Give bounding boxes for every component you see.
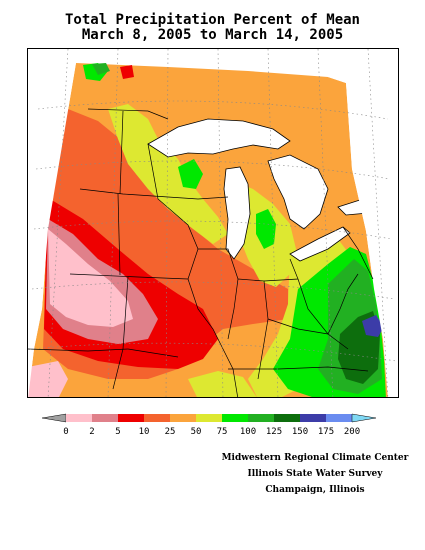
legend-swatch — [326, 414, 352, 422]
map-title-line-2: March 8, 2005 to March 14, 2005 — [81, 27, 344, 43]
legend-swatch — [196, 414, 222, 422]
precipitation-map-canvas — [28, 49, 398, 397]
credit-line-2: Illinois State Water Survey — [247, 469, 383, 479]
lake-superior — [147, 118, 291, 158]
blue-zone — [362, 315, 384, 337]
yellow-zone-south — [188, 371, 257, 397]
legend-swatch — [92, 414, 118, 422]
legend-swatch — [170, 414, 196, 422]
yellow-zone-north — [108, 104, 228, 244]
state-boundaries — [28, 108, 374, 397]
legend-tick-label: 75 — [217, 427, 228, 437]
legend-arrow-below — [41, 413, 67, 423]
legend-swatch — [222, 414, 248, 422]
legend-swatch — [144, 414, 170, 422]
credit-line-3: Champaign, Illinois — [265, 485, 365, 495]
lake-michigan — [223, 166, 251, 260]
credit-line-1: Midwestern Regional Climate Center — [221, 453, 409, 463]
red-patch-north — [120, 65, 134, 79]
legend-tick-label: 2 — [89, 427, 94, 437]
lat-lon-grid — [29, 49, 397, 397]
medium-green-zone-top — [92, 63, 110, 75]
map-title-line-1: Total Precipitation Percent of Mean — [64, 12, 360, 28]
color-legend: 0 2 5 10 25 50 75 100 125 150 175 200 — [41, 413, 377, 437]
legend-swatch — [118, 414, 144, 422]
precipitation-map — [27, 48, 399, 398]
legend-arrow-above — [351, 413, 377, 423]
legend-tick-label: 150 — [292, 427, 308, 437]
legend-swatches — [41, 413, 377, 423]
legend-swatch — [300, 414, 326, 422]
lake-erie — [289, 226, 351, 262]
pink-zone-sw — [28, 361, 68, 397]
legend-swatch — [248, 414, 274, 422]
legend-tick-label: 50 — [191, 427, 202, 437]
lake-huron — [267, 154, 329, 230]
legend-tick-label: 125 — [266, 427, 282, 437]
legend-tick-label: 175 — [318, 427, 334, 437]
legend-tick-label: 5 — [115, 427, 120, 437]
pink-zone — [48, 229, 133, 327]
legend-tick-label: 100 — [240, 427, 256, 437]
green-zone-michigan — [256, 209, 276, 249]
legend-labels: 0 2 5 10 25 50 75 100 125 150 175 200 — [63, 427, 360, 437]
green-zone-north — [178, 159, 203, 189]
legend-tick-label: 10 — [139, 427, 150, 437]
legend-tick-label: 25 — [165, 427, 176, 437]
outside-region-ne — [328, 77, 398, 397]
legend-tick-label: 0 — [63, 427, 68, 437]
legend-tick-label: 200 — [344, 427, 360, 437]
outside-region-nw — [28, 49, 76, 397]
legend-swatch — [66, 414, 92, 422]
legend-swatch — [274, 414, 300, 422]
